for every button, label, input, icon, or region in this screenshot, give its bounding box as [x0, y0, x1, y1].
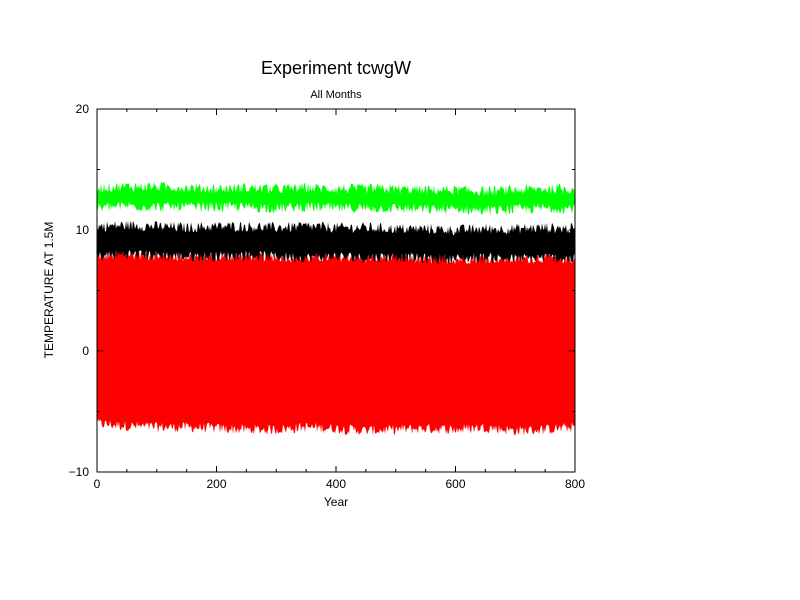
x-tick-label: 800	[565, 477, 585, 491]
y-axis-label: TEMPERATURE AT 1.5M	[42, 222, 56, 359]
x-tick-label: 600	[445, 477, 465, 491]
chart-title: Experiment tcwgW	[261, 58, 411, 78]
x-axis-label: Year	[324, 495, 348, 509]
y-tick-label: 0	[82, 344, 89, 358]
x-tick-label: 200	[206, 477, 226, 491]
series-black	[97, 220, 575, 265]
plot-area	[97, 181, 575, 436]
x-tick-label: 400	[326, 477, 346, 491]
chart-subtitle: All Months	[310, 89, 362, 101]
y-tick-label: −10	[69, 465, 90, 479]
axes: 0 200 400 600 800 −10 0 10 20	[69, 102, 586, 491]
x-tick-label: 0	[94, 477, 101, 491]
y-tick-label: 10	[76, 223, 90, 237]
series-green	[97, 181, 575, 216]
series-red	[97, 249, 575, 436]
y-tick-label: 20	[76, 102, 90, 116]
